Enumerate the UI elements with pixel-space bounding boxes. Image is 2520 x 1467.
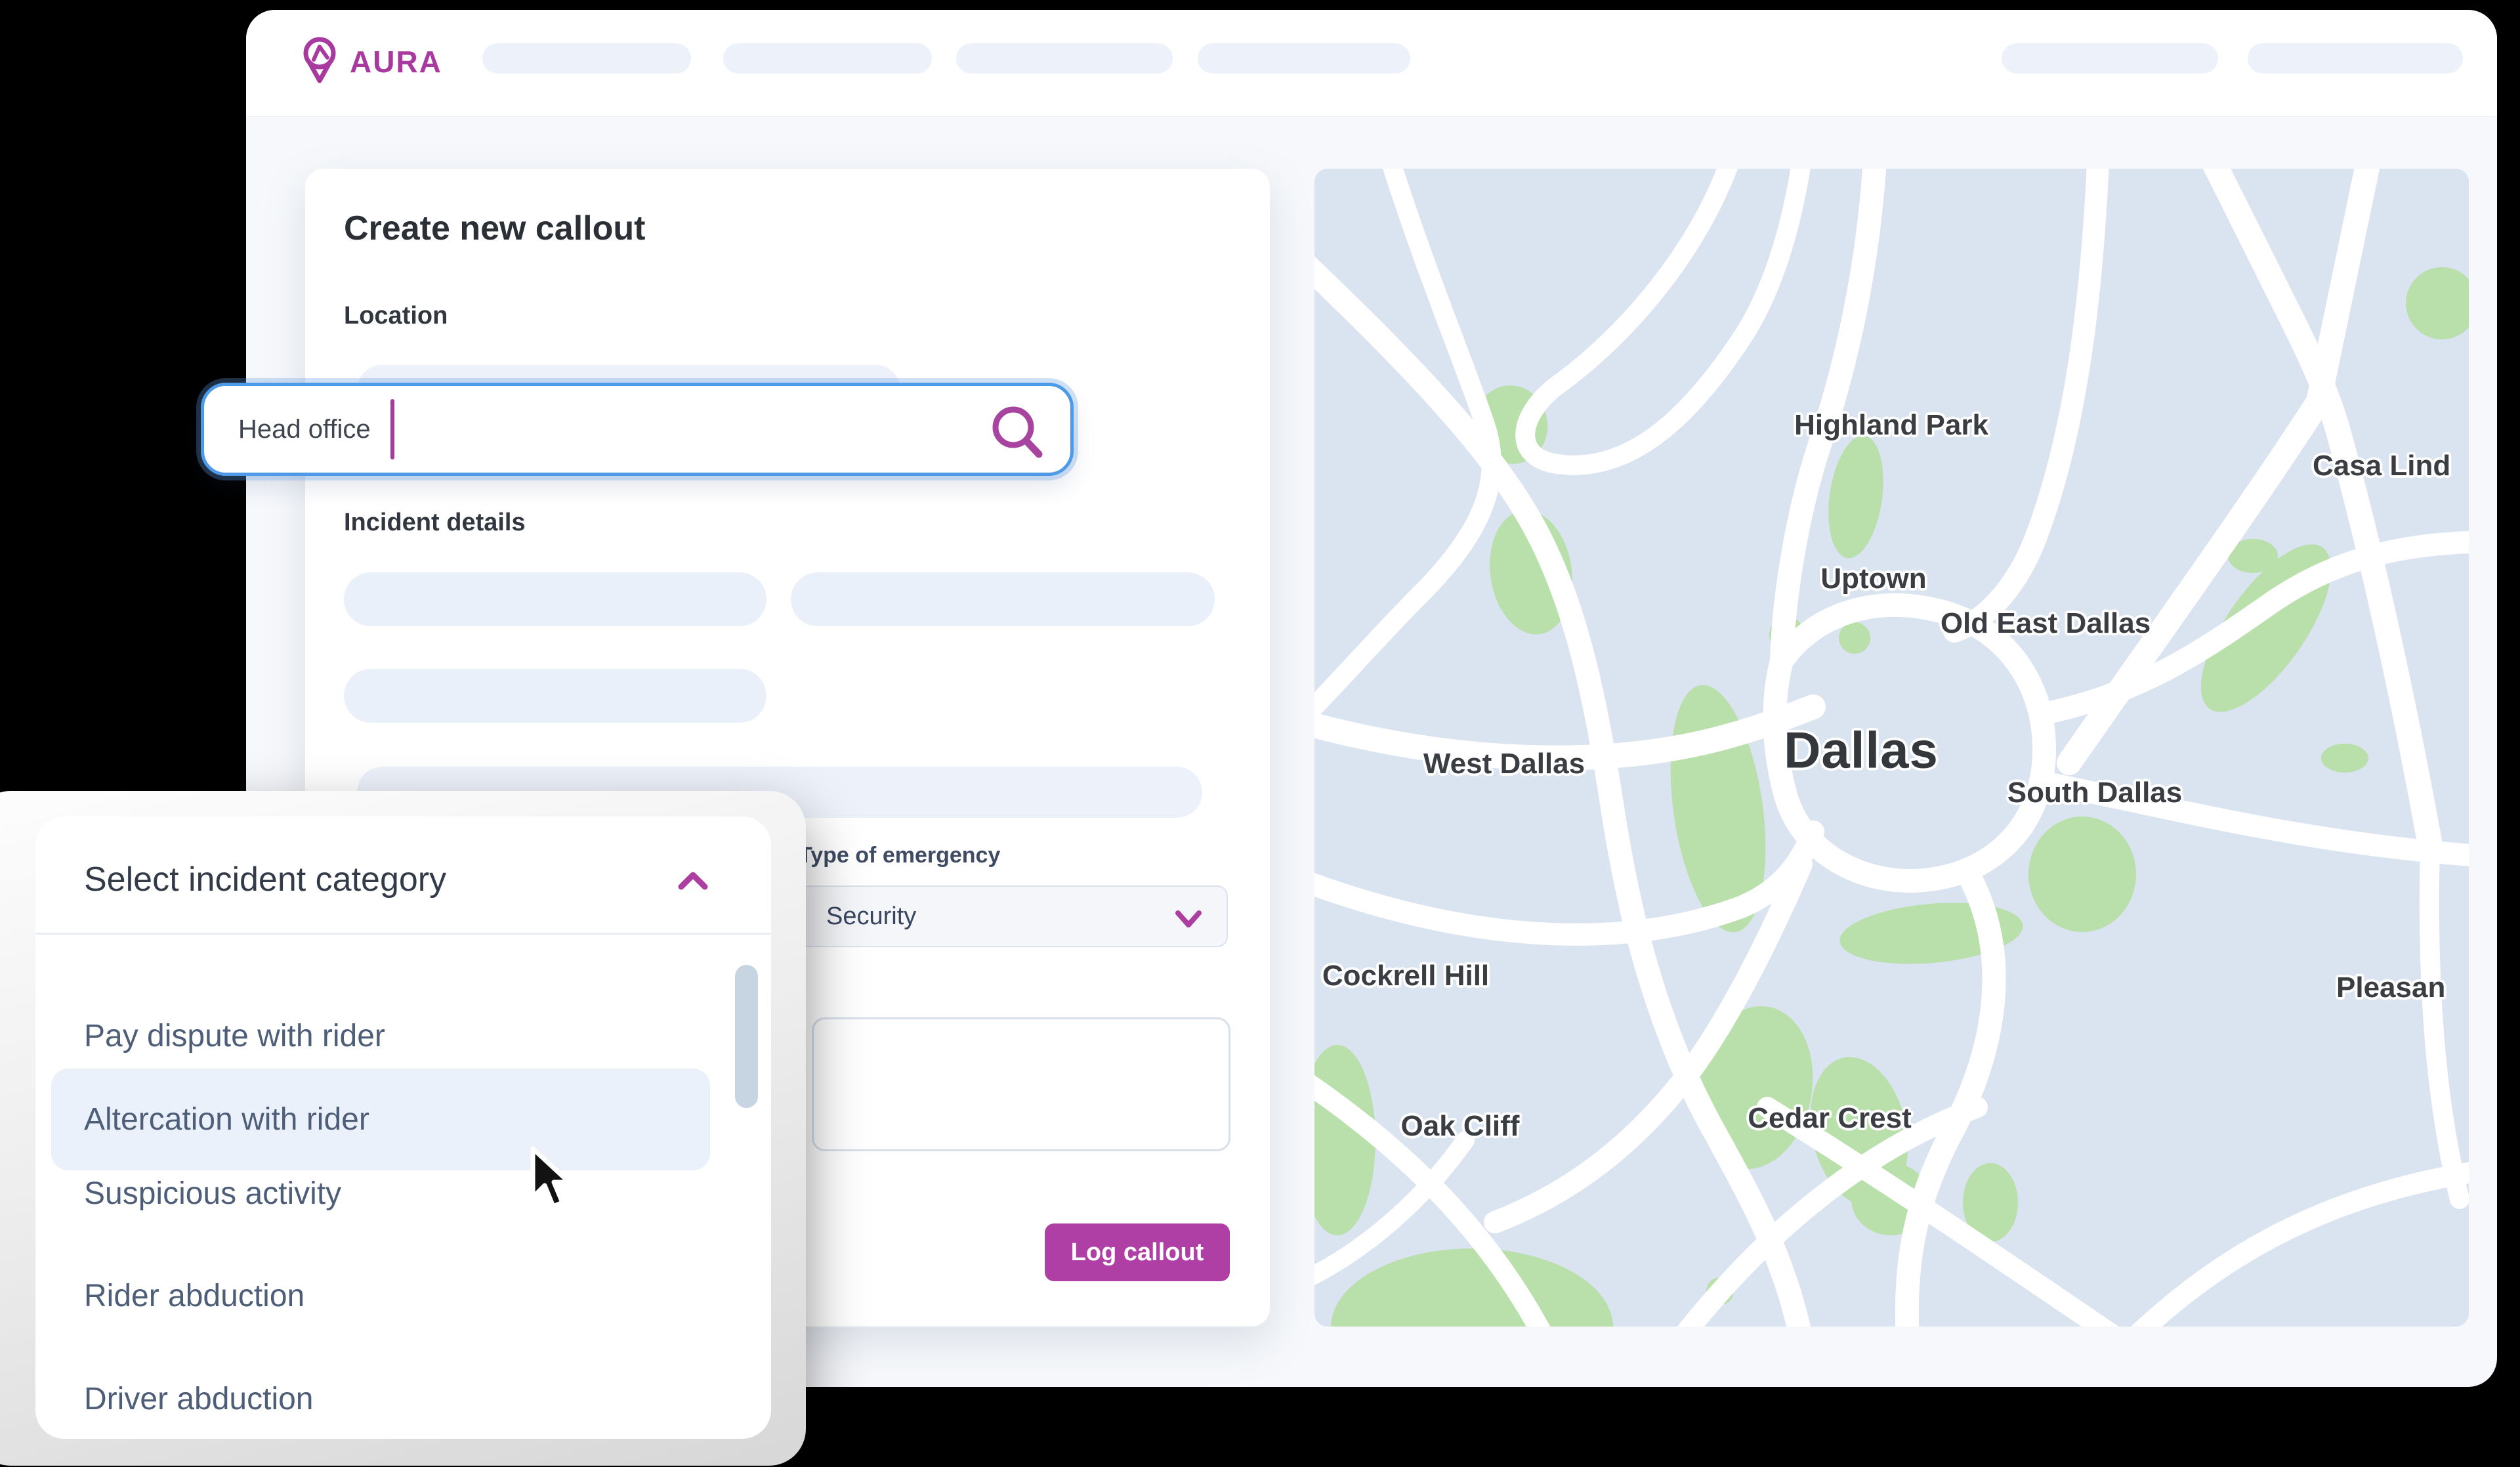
map-label: West Dallas	[1423, 748, 1586, 780]
search-input-value: Head office	[238, 414, 371, 444]
select-value: Security	[826, 902, 917, 930]
placeholder-pill	[344, 669, 766, 723]
incident-category-dropdown: Select incident category Pay dispute wit…	[35, 817, 771, 1439]
search-icon[interactable]	[988, 402, 1048, 465]
map-label: Casa Lind	[2313, 450, 2451, 482]
nav-pill[interactable]	[1198, 43, 1410, 74]
map-label: Uptown	[1820, 563, 1927, 595]
chevron-down-icon	[1173, 908, 1204, 933]
dropdown-title: Select incident category	[84, 861, 447, 899]
location-search-input[interactable]: Head office	[201, 383, 1074, 476]
panel-title: Create new callout	[344, 209, 646, 247]
category-option-list: Pay dispute with rider Altercation with r…	[35, 933, 771, 1439]
map-label: South Dallas	[2007, 776, 2183, 809]
category-option[interactable]: Suspicious activity	[84, 1176, 342, 1211]
category-option[interactable]: Pay dispute with rider	[84, 1019, 385, 1053]
chevron-up-icon[interactable]	[675, 869, 711, 896]
nav-action-pill[interactable]	[2248, 43, 2463, 74]
divider	[35, 933, 771, 935]
location-label: Location	[344, 302, 448, 330]
map-roads	[1314, 169, 2469, 1327]
nav-action-pill[interactable]	[2002, 43, 2218, 74]
type-of-emergency-label: Type of emergency	[799, 843, 1001, 868]
map[interactable]: Highland Park Casa Lind Uptown Old East Dal…	[1314, 169, 2469, 1327]
map-label: Highland Park	[1794, 409, 1988, 441]
map-label: Dallas	[1784, 721, 1939, 779]
map-label: Old East Dallas	[1940, 607, 2151, 639]
nav-pill[interactable]	[723, 43, 932, 74]
incident-details-label: Incident details	[344, 509, 526, 536]
placeholder-pill	[791, 572, 1215, 626]
map-label: Oak Cliff	[1400, 1110, 1520, 1142]
nav-pill[interactable]	[482, 43, 691, 74]
log-callout-button[interactable]: Log callout	[1045, 1223, 1230, 1281]
category-option[interactable]: Driver abduction	[84, 1382, 314, 1416]
mouse-cursor	[525, 1143, 576, 1215]
notes-textarea[interactable]	[812, 1017, 1230, 1151]
brand-name: AURA	[350, 44, 442, 79]
map-label: Pleasan	[2336, 971, 2446, 1004]
category-option[interactable]: Altercation with rider	[51, 1069, 710, 1170]
map-label: Cockrell Hill	[1322, 960, 1490, 992]
map-pin-logo-icon	[299, 33, 341, 89]
nav-pill[interactable]	[956, 43, 1173, 74]
top-nav: AURA	[246, 10, 2497, 117]
emergency-type-select[interactable]: Security	[799, 885, 1228, 947]
text-caret	[390, 399, 394, 459]
scrollbar-thumb[interactable]	[735, 965, 758, 1108]
category-option[interactable]: Rider abduction	[84, 1279, 305, 1313]
brand[interactable]: AURA	[299, 33, 442, 89]
placeholder-pill	[344, 572, 766, 626]
map-label: Cedar Crest	[1748, 1102, 1912, 1134]
